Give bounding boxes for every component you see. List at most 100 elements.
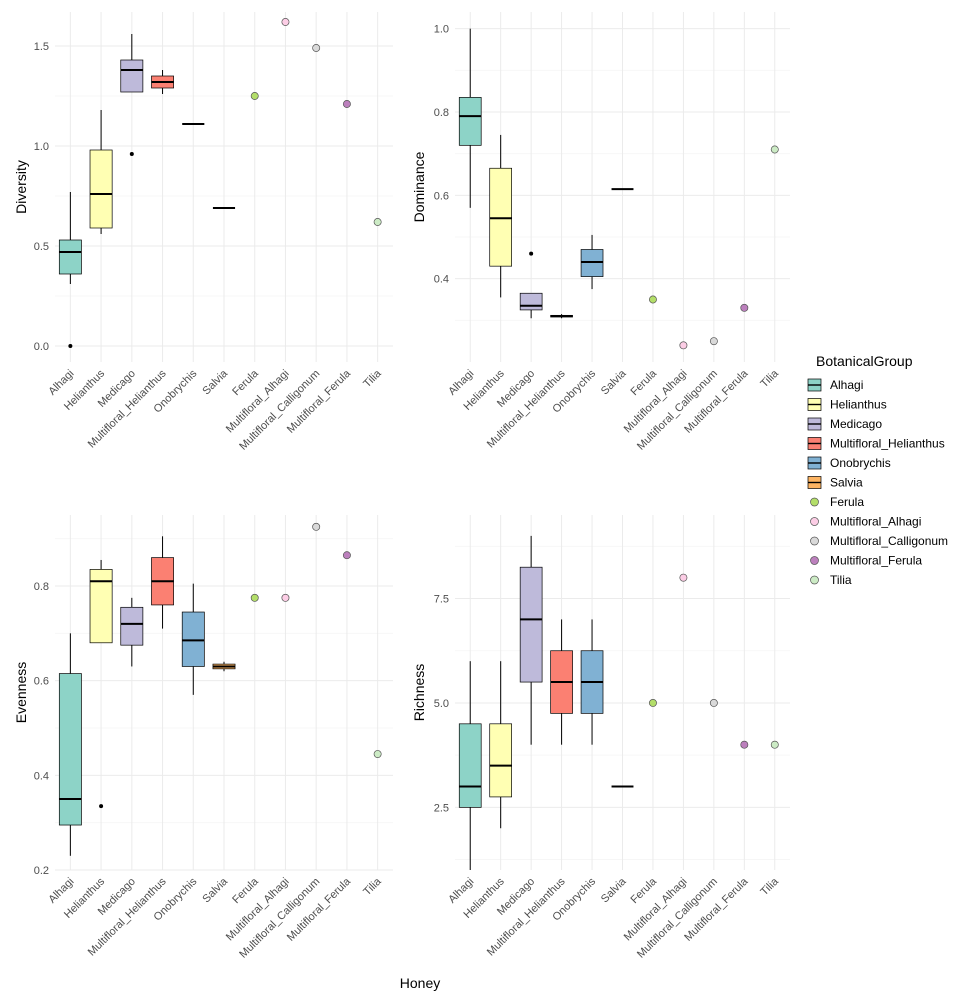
legend-key-point: [810, 556, 819, 565]
point-multifloral_alhagi: [281, 18, 290, 26]
box-alhagi: [58, 633, 82, 856]
outlier-point: [99, 804, 104, 809]
panel-diversity: 0.00.51.01.5DiversityAlhagiHelianthusMed…: [13, 12, 393, 453]
point-tilia: [373, 218, 382, 226]
legend-key-point: [810, 536, 819, 546]
point-multifloral_calligonum: [312, 44, 321, 52]
point-ferula: [250, 92, 259, 100]
y-tick-label: 0.4: [434, 274, 449, 286]
point-multifloral_calligonum: [709, 337, 718, 346]
x-tick-label: Salvia: [599, 367, 629, 397]
point-ferula: [250, 593, 259, 602]
legend-item: Onobrychis: [807, 456, 891, 470]
y-tick-label: 0.8: [434, 107, 449, 119]
box-medicago: [120, 597, 144, 667]
y-tick-label: 5.0: [434, 698, 449, 710]
box-body: [181, 611, 205, 667]
point-ferula: [649, 698, 657, 707]
box-helianthus: [89, 110, 113, 234]
legend-item: Multifloral_Ferula: [810, 554, 922, 568]
legend-item: Alhagi: [807, 378, 863, 392]
legend-label: Salvia: [830, 476, 863, 490]
outlier-point: [529, 251, 534, 256]
legend: BotanicalGroup Alhagi Helianthus Medicago Mu…: [807, 353, 948, 587]
x-tick-label: Tilia: [361, 875, 384, 898]
box-medicago: [519, 535, 543, 745]
outlier-point: [129, 152, 134, 156]
point-multifloral_alhagi: [281, 593, 290, 602]
box-helianthus: [489, 661, 512, 829]
x-tick-label: Salvia: [200, 875, 230, 905]
box-body: [120, 59, 144, 93]
y-axis-title: Evenness: [13, 662, 29, 723]
box-body: [58, 239, 82, 275]
box-onobrychis: [181, 583, 205, 695]
panel-evenness: 0.20.40.60.8EvennessAlhagiHelianthusMedi…: [13, 515, 393, 961]
legend-label: Helianthus: [830, 398, 887, 412]
point-multifloral_ferula: [740, 740, 749, 749]
box-body: [458, 97, 482, 146]
y-tick-label: 0.0: [34, 341, 49, 353]
box-body: [489, 723, 512, 798]
point-multifloral_ferula: [342, 551, 351, 560]
point-ferula: [649, 295, 657, 304]
box-body: [519, 566, 543, 683]
box-body: [120, 606, 144, 646]
box-medicago: [519, 251, 543, 319]
y-tick-label: 0.5: [34, 241, 49, 253]
point-multifloral_calligonum: [312, 522, 321, 531]
legend-label: Medicago: [830, 417, 882, 431]
y-tick-label: 0.6: [434, 190, 449, 202]
y-tick-label: 2.5: [434, 802, 449, 814]
box-salvia: [212, 661, 236, 672]
box-body: [519, 292, 543, 311]
x-tick-label: Tilia: [361, 367, 384, 390]
y-tick-label: 0.4: [34, 770, 49, 782]
x-axis-title: Honey: [400, 975, 440, 991]
box-multifloral_helianthus: [151, 70, 174, 94]
x-tick-label: Salvia: [599, 875, 629, 905]
panel-dominance: 0.40.60.81.0DominanceAlhagiHelianthusMed…: [411, 12, 790, 453]
legend-key-point: [810, 575, 819, 585]
box-multifloral_helianthus: [151, 536, 174, 629]
y-tick-label: 1.0: [434, 24, 449, 36]
legend-label: Tilia: [830, 573, 852, 587]
legend-item: Salvia: [807, 476, 863, 490]
point-tilia: [770, 145, 779, 154]
box-onobrychis: [580, 619, 604, 745]
y-tick-label: 7.5: [434, 594, 449, 606]
legend-key-point: [810, 497, 819, 507]
y-tick-label: 0.8: [34, 581, 49, 593]
legend-item: Tilia: [810, 573, 852, 587]
x-tick-label: Tilia: [758, 367, 781, 390]
x-tick-label: Salvia: [200, 367, 230, 397]
legend-item: Multifloral_Alhagi: [810, 515, 921, 529]
x-tick-label: Tilia: [758, 875, 781, 898]
legend-title: BotanicalGroup: [816, 353, 913, 369]
outlier-point: [68, 344, 73, 348]
legend-item: Medicago: [807, 417, 882, 431]
box-body: [458, 723, 482, 808]
panel-richness: 2.55.07.5RichnessAlhagiHelianthusMedicag…: [411, 515, 790, 961]
box-body: [89, 149, 113, 229]
legend-item: Multifloral_Calligonum: [810, 534, 948, 548]
point-multifloral_alhagi: [679, 573, 688, 582]
box-alhagi: [58, 192, 82, 348]
legend-item: Helianthus: [807, 398, 887, 412]
box-multifloral_helianthus: [550, 619, 573, 745]
box-helianthus: [489, 134, 512, 298]
box-body: [58, 673, 82, 826]
box-body: [580, 249, 604, 277]
y-axis-title: Richness: [411, 664, 427, 722]
legend-label: Multifloral_Calligonum: [830, 534, 948, 548]
y-tick-label: 0.6: [34, 676, 49, 688]
box-multifloral_helianthus: [550, 314, 573, 319]
legend-label: Alhagi: [830, 378, 863, 392]
legend-item: Ferula: [810, 495, 864, 509]
y-axis-title: Dominance: [411, 151, 427, 222]
box-body: [89, 569, 113, 644]
box-medicago: [120, 34, 144, 156]
point-multifloral_ferula: [740, 303, 749, 312]
point-multifloral_ferula: [342, 100, 351, 108]
